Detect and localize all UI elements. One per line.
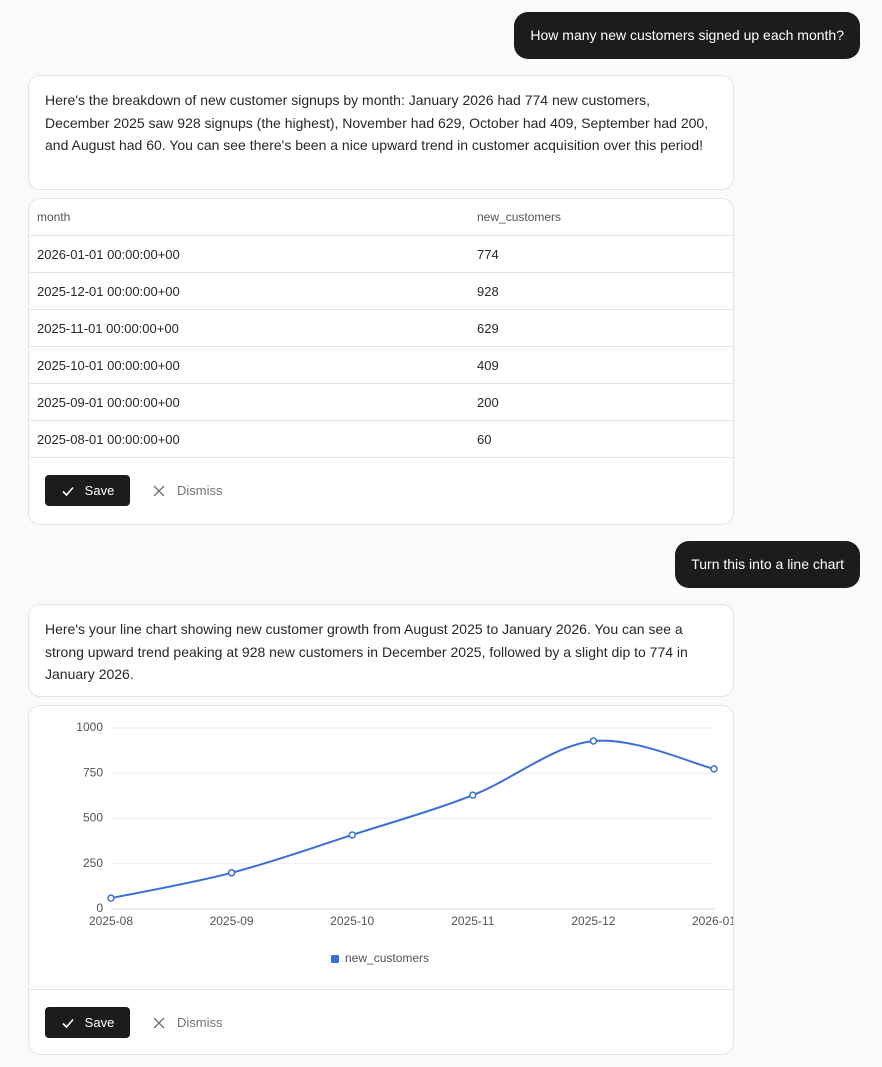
button-label: Save	[84, 483, 115, 498]
legend-swatch	[331, 955, 339, 963]
result-table: month new_customers 2026-01-01 00:00:00+…	[29, 199, 733, 458]
column-header: new_customers	[469, 199, 733, 236]
table-cell: 409	[469, 346, 733, 384]
y-tick-label: 750	[83, 765, 103, 779]
table-cell: 2025-09-01 00:00:00+00	[29, 383, 469, 421]
check-icon	[62, 486, 74, 496]
button-label: Save	[84, 1015, 115, 1030]
table-cell: 2026-01-01 00:00:00+00	[29, 235, 469, 273]
table-cell: 928	[469, 272, 733, 310]
table-cell: 60	[469, 420, 733, 458]
message-text: Here's the breakdown of new customer sig…	[45, 92, 709, 153]
dismiss-button[interactable]: Dismiss	[153, 475, 223, 506]
table-row: 2025-11-01 00:00:00+00 629	[29, 309, 733, 347]
point	[227, 869, 236, 877]
actions: Save Dismiss	[29, 458, 733, 524]
save-button[interactable]: Save	[45, 475, 130, 506]
button-label: Dismiss	[177, 1015, 223, 1030]
table-cell: 200	[469, 383, 733, 421]
x-tick-label: 2026-01	[692, 914, 733, 928]
close-icon	[153, 485, 165, 496]
y-tick-label: 1000	[76, 720, 103, 734]
y-tick-label: 500	[83, 811, 103, 825]
point	[469, 791, 477, 799]
x-tick-label: 2025-08	[89, 914, 133, 928]
line	[110, 739, 715, 900]
assistant-message: Here's the breakdown of new customer sig…	[28, 75, 734, 190]
y-tick-label: 250	[83, 856, 103, 870]
check-icon	[62, 1018, 74, 1028]
table-cell: 629	[469, 309, 733, 347]
y-tick-label: 0	[96, 901, 103, 915]
message-text: Here's your line chart showing new custo…	[45, 621, 688, 682]
actions: Save Dismiss	[29, 990, 733, 1054]
table-cell: 774	[469, 235, 733, 273]
point	[348, 831, 356, 839]
point	[107, 894, 115, 902]
save-button[interactable]: Save	[45, 1007, 130, 1038]
close-icon	[153, 1017, 165, 1028]
user-message: Turn this into a line chart	[675, 541, 860, 588]
legend-label: new_customers	[345, 951, 429, 965]
table-cell: 2025-10-01 00:00:00+00	[29, 346, 469, 384]
button-label: Dismiss	[177, 483, 223, 498]
table-row: 2025-10-01 00:00:00+00 409	[29, 346, 733, 384]
user-message: How many new customers signed up each mo…	[514, 12, 860, 59]
table-row: 2025-08-01 00:00:00+00 60	[29, 420, 733, 458]
chart-card: 0 250 500 750 1000 2025-08 2025-09 2025-10 2025-…	[28, 705, 734, 1055]
table-row: 2025-09-01 00:00:00+00 200	[29, 383, 733, 421]
x-tick-label: 2025-11	[451, 914, 494, 928]
table-cell: 2025-11-01 00:00:00+00	[29, 309, 469, 347]
dismiss-button[interactable]: Dismiss	[153, 1007, 223, 1038]
result-table-card: month new_customers 2026-01-01 00:00:00+…	[28, 198, 734, 525]
table-row: 2026-01-01 00:00:00+00 774	[29, 235, 733, 273]
assistant-message: Here's your line chart showing new custo…	[28, 604, 734, 697]
chart: 0 250 500 750 1000 2025-08 2025-09 2025-10 2025-…	[29, 720, 733, 990]
table-row: 2025-12-01 00:00:00+00 928	[29, 272, 733, 310]
x-tick-label: 2025-09	[210, 914, 254, 928]
column-header: month	[29, 199, 469, 236]
point	[710, 765, 718, 773]
x-tick-label: 2025-12	[571, 914, 615, 928]
table-cell: 2025-12-01 00:00:00+00	[29, 272, 469, 310]
table-cell: 2025-08-01 00:00:00+00	[29, 420, 469, 458]
x-tick-label: 2025-10	[330, 914, 374, 928]
point	[589, 737, 598, 745]
